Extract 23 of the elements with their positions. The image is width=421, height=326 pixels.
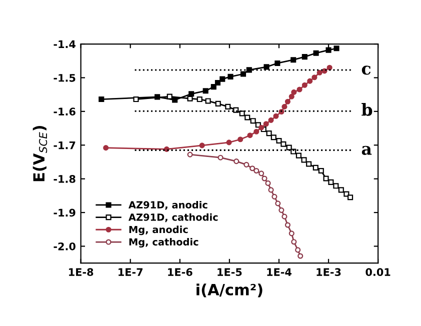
legend-label: AZ91D, anodic	[128, 200, 208, 210]
x-tick-label: 1E-7	[118, 268, 143, 276]
x-tick-label: 1E-8	[69, 268, 94, 276]
y-axis-title: E(V$_{SCE}$)	[32, 126, 48, 182]
y-tick-label: -1.9	[54, 208, 76, 217]
y-tick-label: -1.5	[54, 74, 76, 82]
legend-label: Mg, cathodic	[129, 238, 198, 248]
x-tick-label: 1E-5	[218, 268, 242, 276]
y-tick-label: -1.8	[54, 175, 76, 183]
y-tick-label: -2.0	[54, 242, 76, 250]
series-label: a	[362, 146, 372, 156]
y-tick-label: -1.7	[54, 141, 76, 150]
x-tick-label: 0.01	[366, 268, 390, 276]
series-label: b	[362, 103, 372, 116]
x-tick-label: 1E-6	[168, 268, 192, 276]
x-tick-label: 1E-3	[316, 268, 341, 276]
legend-label: Mg, anodic	[129, 226, 188, 236]
x-axis-title: i(A/cm²)	[196, 284, 262, 298]
series-label: c	[362, 66, 371, 75]
y-tick-label: -1.4	[54, 40, 76, 48]
x-tick-label: 1E-4	[267, 268, 292, 276]
y-tick-label: -1.6	[54, 108, 76, 116]
legend-label: AZ91D, cathodic	[128, 213, 218, 222]
